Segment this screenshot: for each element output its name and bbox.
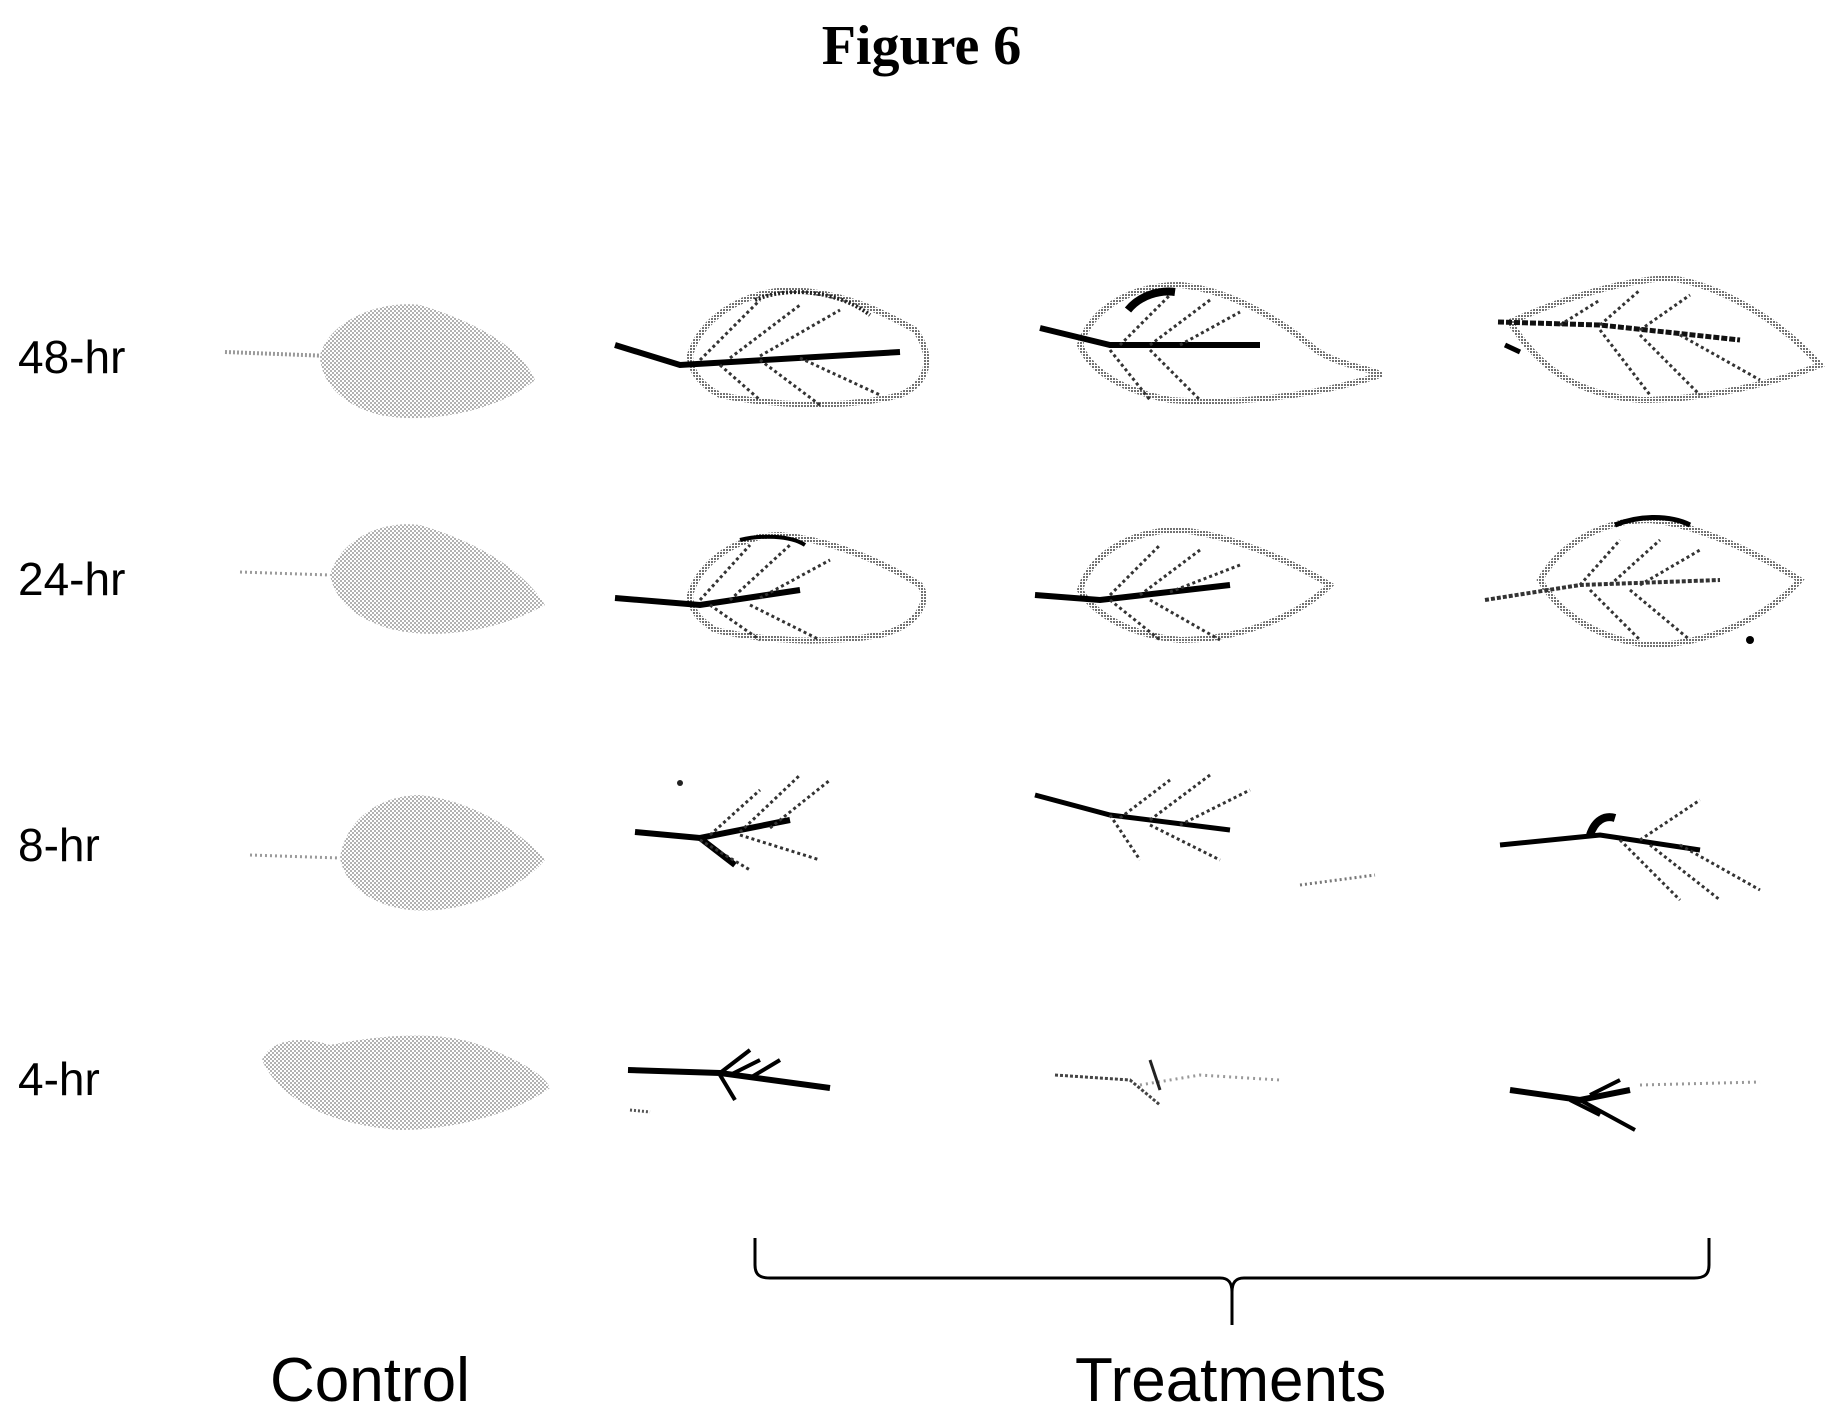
leaf-treatment2-8hr — [1034, 773, 1376, 887]
leaf-control-4hr — [262, 1035, 550, 1130]
row-label-8hr: 8-hr — [18, 819, 100, 871]
leaf-treatment3-8hr — [1499, 798, 1761, 902]
treatments-brace — [753, 1238, 1711, 1325]
control-column-label: Control — [270, 1346, 470, 1415]
leaf-treatment3-4hr — [1509, 1078, 1761, 1132]
leaf-control-48hr — [224, 304, 535, 419]
leaf-treatment2-48hr — [1039, 281, 1384, 405]
leaf-treatment2-4hr — [1054, 1059, 1281, 1107]
leaf-treatment1-48hr — [614, 286, 930, 408]
row-label-48hr: 48-hr — [18, 331, 126, 383]
row-label-24hr: 24-hr — [18, 553, 126, 605]
treatments-column-label: Treatments — [1075, 1346, 1387, 1415]
leaf-treatment1-4hr — [627, 1048, 831, 1114]
leaf-treatment2-24hr — [1034, 526, 1335, 644]
row-label-4hr: 4-hr — [18, 1053, 100, 1105]
leaf-treatment1-24hr — [614, 531, 927, 644]
leaf-control-24hr — [239, 524, 545, 634]
leaf-treatment3-48hr — [1497, 274, 1826, 404]
leaf-treatment1-8hr — [634, 773, 831, 872]
figure-title: Figure 6 — [821, 15, 1022, 77]
leaf-control-8hr — [249, 795, 545, 911]
leaf-treatment3-24hr — [1484, 515, 1805, 649]
